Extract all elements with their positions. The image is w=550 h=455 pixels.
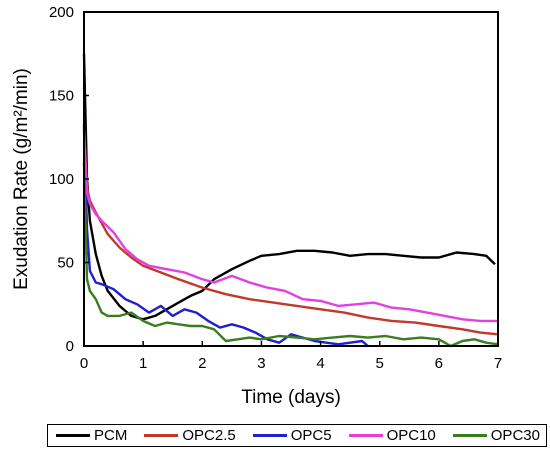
x-tick-label: 7 [494,355,502,372]
x-tick-label: 4 [316,355,324,372]
legend-swatch [144,434,179,437]
y-tick-label: 150 [49,88,74,105]
legend-label: PCM [94,427,128,444]
x-tick-label: 2 [198,355,206,372]
chart-canvas: 0 1 2 3 4 5 6 7 0 50 100 150 200 Time (days) Exudat… [11,4,502,408]
legend-swatch [452,434,487,437]
y-axis-label: Exudation Rate (g/m²/min) [11,68,32,290]
legend-swatch [348,434,383,437]
y-tick-label: 100 [49,171,74,188]
y-axis-ticks: 0 50 100 150 200 [49,4,89,355]
x-tick-label: 3 [257,355,265,372]
plot-frame [83,11,499,347]
series-line-opc30 [82,162,499,348]
legend-label: OPC10 [386,427,436,444]
series-line-opc2-5 [82,128,499,336]
legend-label: OPC30 [490,427,540,444]
legend-item: PCM [56,427,127,444]
legend: PCM OPC2.5 OPC5 OPC10 OPC30 [47,424,547,447]
legend-swatch [56,434,90,437]
legend-item: OPC10 [348,427,436,444]
plot-area [82,11,499,348]
legend-label: OPC5 [290,427,332,444]
x-tick-label: 5 [376,355,384,372]
x-tick-label: 1 [139,355,147,372]
legend-item: OPC2.5 [144,427,236,444]
y-tick-label: 200 [49,4,74,21]
y-tick-label: 50 [57,255,74,272]
series-line-opc10 [82,132,498,323]
legend-label: OPC2.5 [182,427,236,444]
x-tick-label: 6 [435,355,443,372]
x-tick-label: 0 [80,355,88,372]
legend-swatch [252,434,287,437]
legend-item: OPC30 [452,427,540,444]
x-axis-ticks: 0 1 2 3 4 5 6 7 [80,341,502,372]
legend-item: OPC5 [252,427,332,444]
y-tick-label: 0 [66,338,74,355]
series-line-pcm [82,53,496,321]
x-axis-label: Time (days) [241,387,341,408]
